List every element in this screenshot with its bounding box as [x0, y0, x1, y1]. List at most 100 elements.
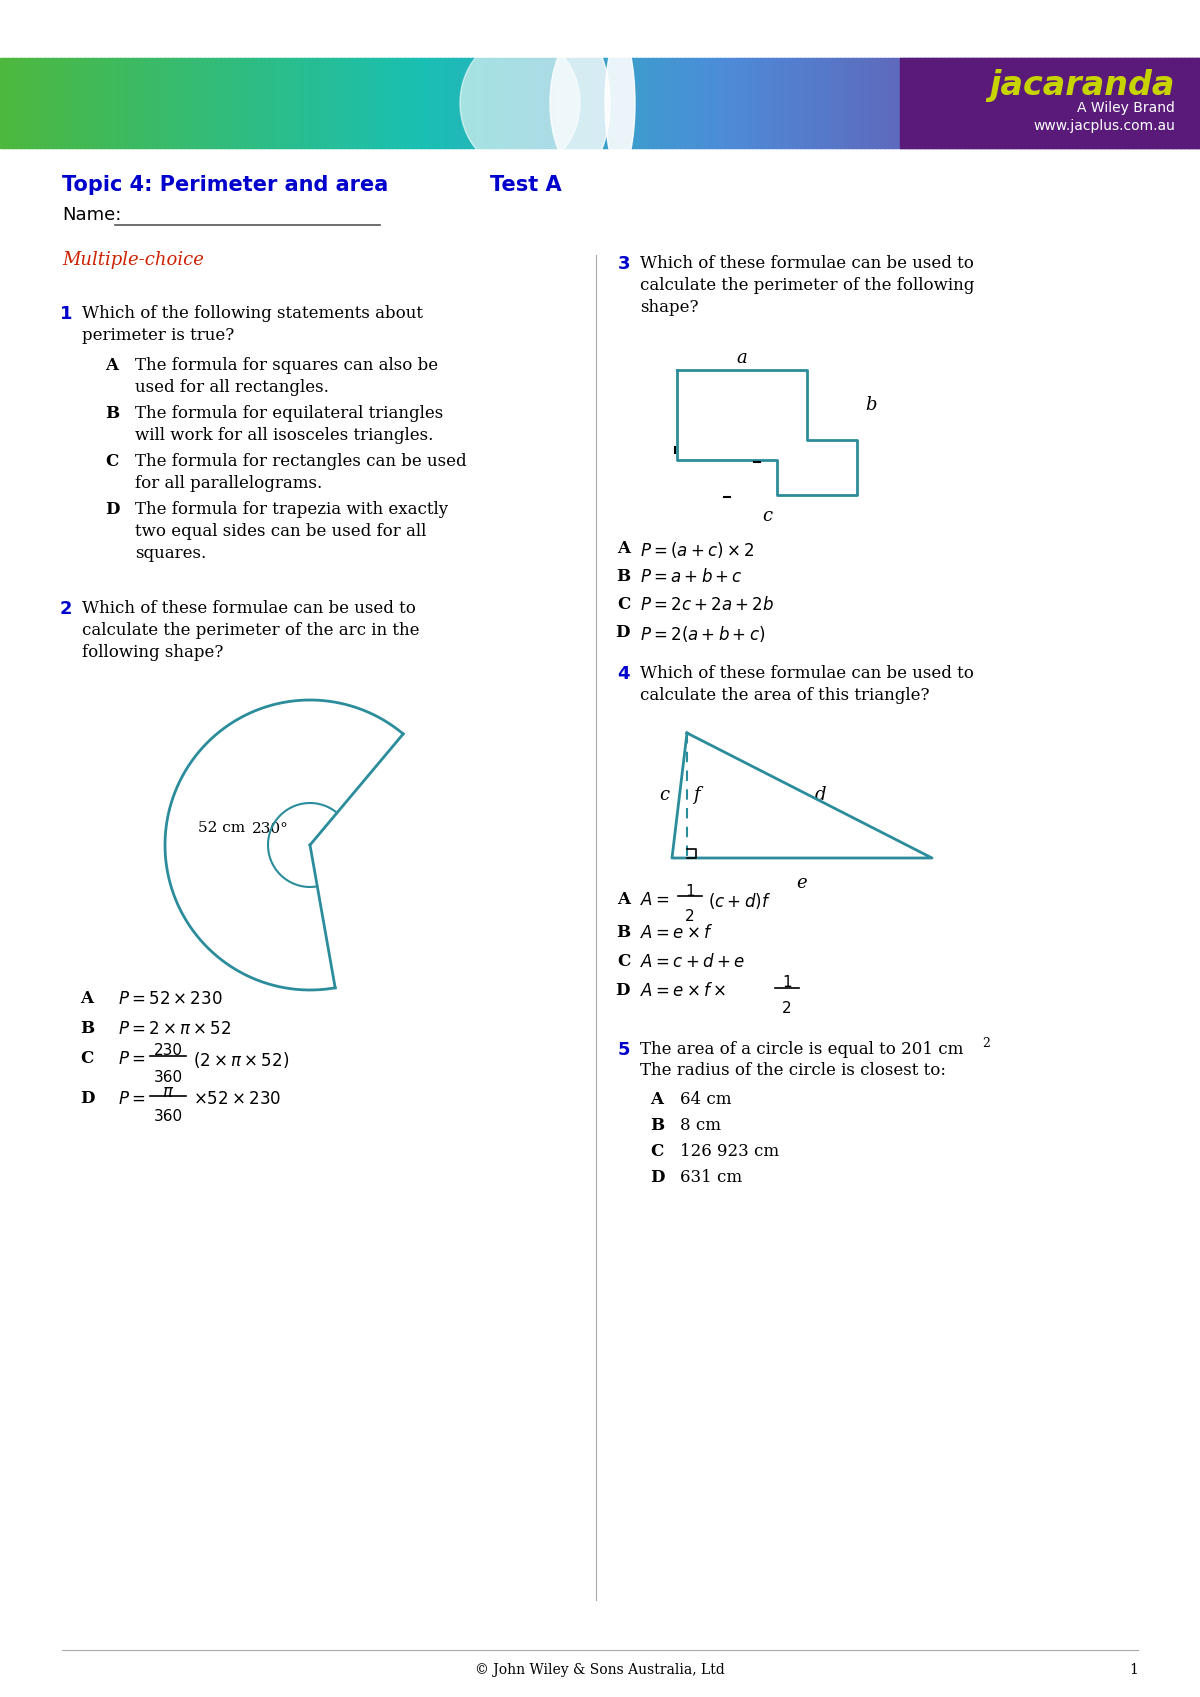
Bar — [44, 58, 49, 148]
Bar — [620, 58, 625, 148]
Bar — [328, 58, 334, 148]
Text: B: B — [650, 1117, 664, 1134]
Bar — [184, 58, 190, 148]
Text: A: A — [617, 540, 630, 557]
Text: $P = a+b+c$: $P = a+b+c$ — [640, 568, 743, 585]
Text: C: C — [617, 596, 630, 613]
Text: 2: 2 — [982, 1037, 990, 1050]
Bar — [296, 58, 301, 148]
Bar — [436, 58, 442, 148]
Bar — [108, 58, 113, 148]
Bar — [464, 58, 469, 148]
Bar — [424, 58, 430, 148]
Bar — [320, 58, 325, 148]
Bar — [952, 58, 958, 148]
Text: Topic 4: Perimeter and area: Topic 4: Perimeter and area — [62, 175, 389, 195]
Bar — [476, 58, 481, 148]
Text: 126 923 cm: 126 923 cm — [680, 1144, 779, 1161]
Bar — [868, 58, 874, 148]
Bar — [968, 58, 973, 148]
Text: 1: 1 — [685, 884, 695, 899]
Bar — [1068, 58, 1073, 148]
Bar — [364, 58, 370, 148]
Bar — [396, 58, 401, 148]
Bar — [432, 58, 437, 148]
Bar — [704, 58, 709, 148]
Bar — [852, 58, 857, 148]
Bar — [1008, 58, 1013, 148]
Bar — [336, 58, 341, 148]
Bar — [1012, 58, 1018, 148]
Bar — [400, 58, 406, 148]
Bar — [668, 58, 673, 148]
Bar — [912, 58, 917, 148]
Text: $P = 52\times 230$: $P = 52\times 230$ — [118, 989, 223, 1008]
Bar — [104, 58, 109, 148]
Bar — [820, 58, 826, 148]
Bar — [416, 58, 421, 148]
Bar — [872, 58, 877, 148]
Text: c: c — [762, 507, 772, 524]
Bar — [716, 58, 721, 148]
Text: 2: 2 — [60, 601, 72, 618]
Text: 360: 360 — [154, 1071, 182, 1084]
Bar — [356, 58, 361, 148]
Bar — [4, 58, 10, 148]
Bar — [928, 58, 934, 148]
Bar — [652, 58, 658, 148]
Bar — [864, 58, 869, 148]
Bar — [528, 58, 533, 148]
Bar — [192, 58, 197, 148]
Bar — [824, 58, 829, 148]
Bar — [64, 58, 70, 148]
Bar — [752, 58, 757, 148]
Bar — [688, 58, 694, 148]
Bar — [624, 58, 629, 148]
Bar — [720, 58, 725, 148]
Bar — [344, 58, 349, 148]
Bar — [220, 58, 226, 148]
Bar — [676, 58, 682, 148]
Bar — [800, 58, 805, 148]
Bar — [1056, 58, 1061, 148]
Text: The radius of the circle is closest to:: The radius of the circle is closest to: — [640, 1062, 946, 1079]
Bar — [900, 58, 905, 148]
Bar — [580, 58, 586, 148]
Bar — [308, 58, 313, 148]
Bar — [196, 58, 202, 148]
Text: $A = c+d+e$: $A = c+d+e$ — [640, 954, 745, 971]
Bar — [708, 58, 713, 148]
Bar — [556, 58, 562, 148]
Bar — [288, 58, 293, 148]
Bar — [748, 58, 754, 148]
Bar — [180, 58, 185, 148]
Bar — [1108, 58, 1114, 148]
Bar — [48, 58, 53, 148]
Bar — [8, 58, 13, 148]
Text: D: D — [616, 624, 630, 641]
Text: 1: 1 — [1129, 1663, 1138, 1677]
Text: 360: 360 — [154, 1110, 182, 1123]
Bar — [92, 58, 97, 148]
Text: 52 cm: 52 cm — [198, 821, 245, 835]
Bar — [1164, 58, 1169, 148]
Bar — [0, 58, 5, 148]
Bar — [28, 58, 34, 148]
Bar — [660, 58, 665, 148]
Bar — [384, 58, 389, 148]
Text: B: B — [80, 1020, 94, 1037]
Bar — [500, 58, 505, 148]
Bar — [392, 58, 397, 148]
Text: $A = e\times f\times $: $A = e\times f\times $ — [640, 983, 726, 1000]
Bar — [1152, 58, 1157, 148]
Bar — [76, 58, 82, 148]
Text: C: C — [617, 954, 630, 971]
Bar — [816, 58, 821, 148]
Bar — [1136, 58, 1141, 148]
Bar — [1016, 58, 1021, 148]
Bar — [572, 58, 577, 148]
Ellipse shape — [460, 36, 580, 170]
Bar — [124, 58, 130, 148]
Bar — [428, 58, 433, 148]
Bar — [604, 58, 610, 148]
